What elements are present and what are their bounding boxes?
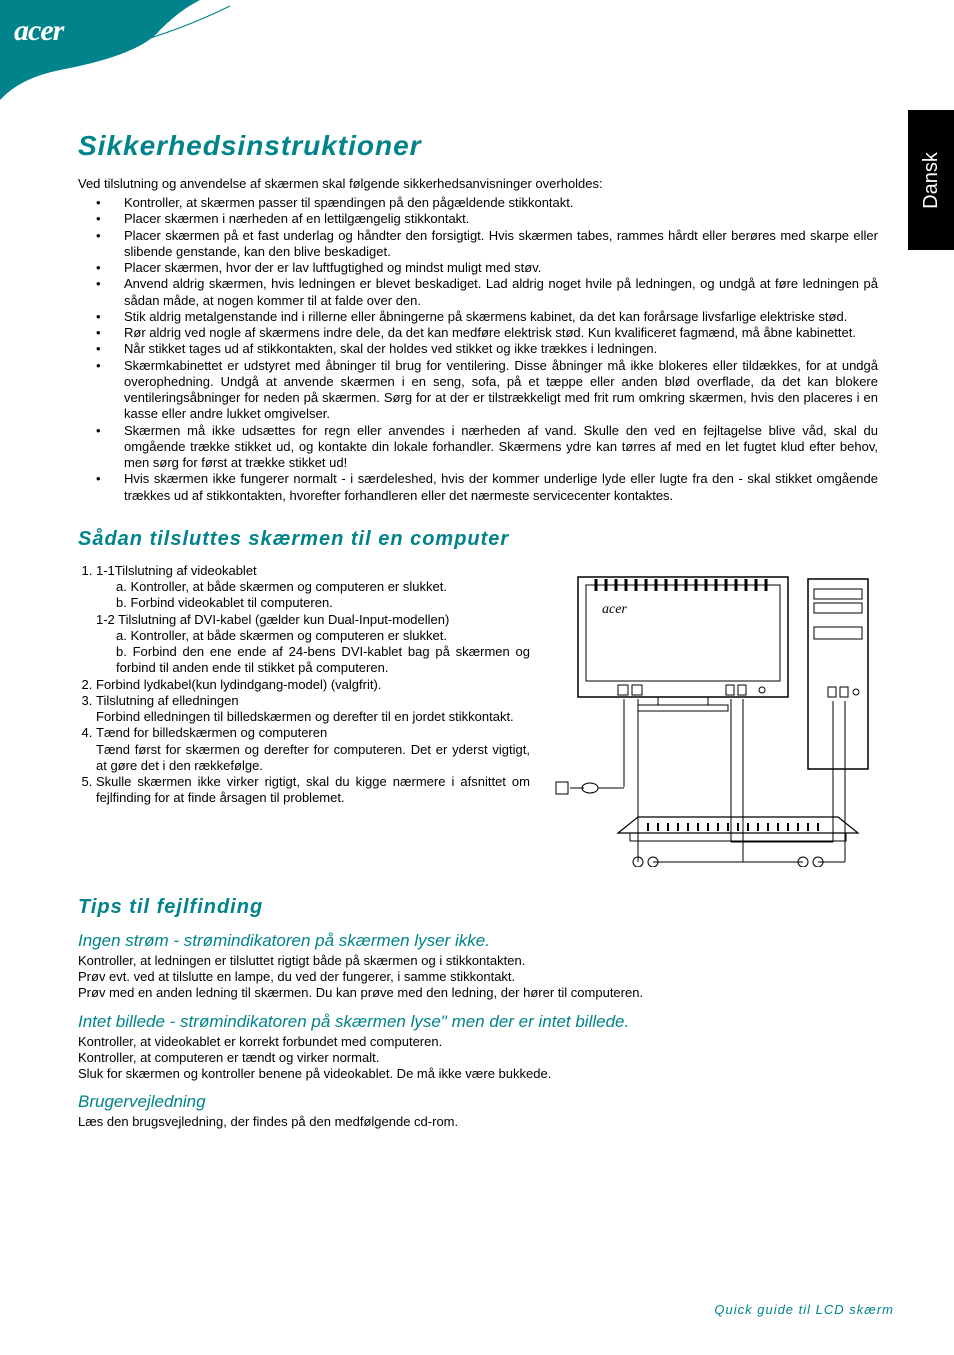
connection-diagram: acer <box>548 563 878 872</box>
heading-safety: Sikkerhedsinstruktioner <box>78 130 878 162</box>
list-item: Placer skærmen, hvor der er lav luftfugt… <box>78 260 878 276</box>
heading-tips: Tips til fejlfinding <box>78 896 878 919</box>
sub: b. Forbind den ene ende af 24-bens DVI-k… <box>96 644 530 677</box>
list-item: Skærmen må ikke udsættes for regn eller … <box>78 423 878 472</box>
list-item: Skærmkabinettet er udstyret med åbninger… <box>78 358 878 423</box>
header-swoosh: acer <box>0 0 260 80</box>
list-item: Placer skærmen i nærheden af en lettilgæ… <box>78 211 878 227</box>
list-item: Hvis skærmen ikke fungerer normalt - i s… <box>78 471 878 504</box>
sub: a. Kontroller, at både skærmen og comput… <box>96 579 530 595</box>
language-tab: Dansk <box>908 110 954 250</box>
sub: b. Forbind videokablet til computeren. <box>96 595 530 611</box>
text: Tænd for billedskærmen og computeren <box>96 725 327 740</box>
sub: a. Kontroller, at både skærmen og comput… <box>96 628 530 644</box>
tips-section: Ingen strøm - strømindikatoren på skærme… <box>78 931 878 1131</box>
tip-line: Prøv med en anden ledning til skærmen. D… <box>78 985 878 1001</box>
tip-line: Sluk for skærmen og kontroller benene på… <box>78 1066 878 1082</box>
text: Tilslutning af elledningen <box>96 693 239 708</box>
list-item: Forbind lydkabel(kun lydindgang-model) (… <box>96 677 530 693</box>
list-item: Stik aldrig metalgenstande ind i rillern… <box>78 309 878 325</box>
tip-line: Kontroller, at ledningen er tilsluttet r… <box>78 953 878 969</box>
tip-title: Brugervejledning <box>78 1092 878 1112</box>
tip-line: Læs den brugsvejledning, der findes på d… <box>78 1114 878 1130</box>
list-item: Tilslutning af elledningen Forbind elled… <box>96 693 530 726</box>
list-item: 1-1Tilslutning af videokablet a. Kontrol… <box>96 563 530 677</box>
text: Tænd først for skærmen og derefter for c… <box>96 742 530 773</box>
sub: 1-2 Tilslutning af DVI-kabel (gælder kun… <box>96 612 530 628</box>
svg-text:acer: acer <box>602 602 627 617</box>
list-item: Skulle skærmen ikke virker rigtigt, skal… <box>96 774 530 807</box>
list-item: Når stikket tages ud af stikkontakten, s… <box>78 341 878 357</box>
list-item: Tænd for billedskærmen og computeren Tæn… <box>96 725 530 774</box>
brand-logo: acer <box>14 14 63 48</box>
list-item: Anvend aldrig skærmen, hvis ledningen er… <box>78 276 878 309</box>
list-item: Kontroller, at skærmen passer til spændi… <box>78 195 878 211</box>
footer-text: Quick guide til LCD skærm <box>714 1302 894 1317</box>
tip-line: Kontroller, at computeren er tændt og vi… <box>78 1050 878 1066</box>
list-item: Rør aldrig ved nogle af skærmens indre d… <box>78 325 878 341</box>
page-content: Sikkerhedsinstruktioner Ved tilslutning … <box>78 130 878 1131</box>
list-item: Placer skærmen på et fast underlag og hå… <box>78 228 878 261</box>
tip-title: Ingen strøm - strømindikatoren på skærme… <box>78 931 878 951</box>
heading-connect: Sådan tilsluttes skærmen til en computer <box>78 528 878 551</box>
connect-list: 1-1Tilslutning af videokablet a. Kontrol… <box>78 563 530 807</box>
text: 1-1Tilslutning af videokablet <box>96 563 257 578</box>
safety-list: Kontroller, at skærmen passer til spændi… <box>78 195 878 504</box>
tip-line: Kontroller, at videokablet er korrekt fo… <box>78 1034 878 1050</box>
tip-line: Prøv evt. ved at tilslutte en lampe, du … <box>78 969 878 985</box>
language-label: Dansk <box>920 152 943 209</box>
intro-text: Ved tilslutning og anvendelse af skærmen… <box>78 176 878 191</box>
tip-title: Intet billede - strømindikatoren på skær… <box>78 1012 878 1032</box>
text: Forbind elledningen til billedskærmen og… <box>96 709 514 724</box>
connect-row: 1-1Tilslutning af videokablet a. Kontrol… <box>78 563 878 872</box>
